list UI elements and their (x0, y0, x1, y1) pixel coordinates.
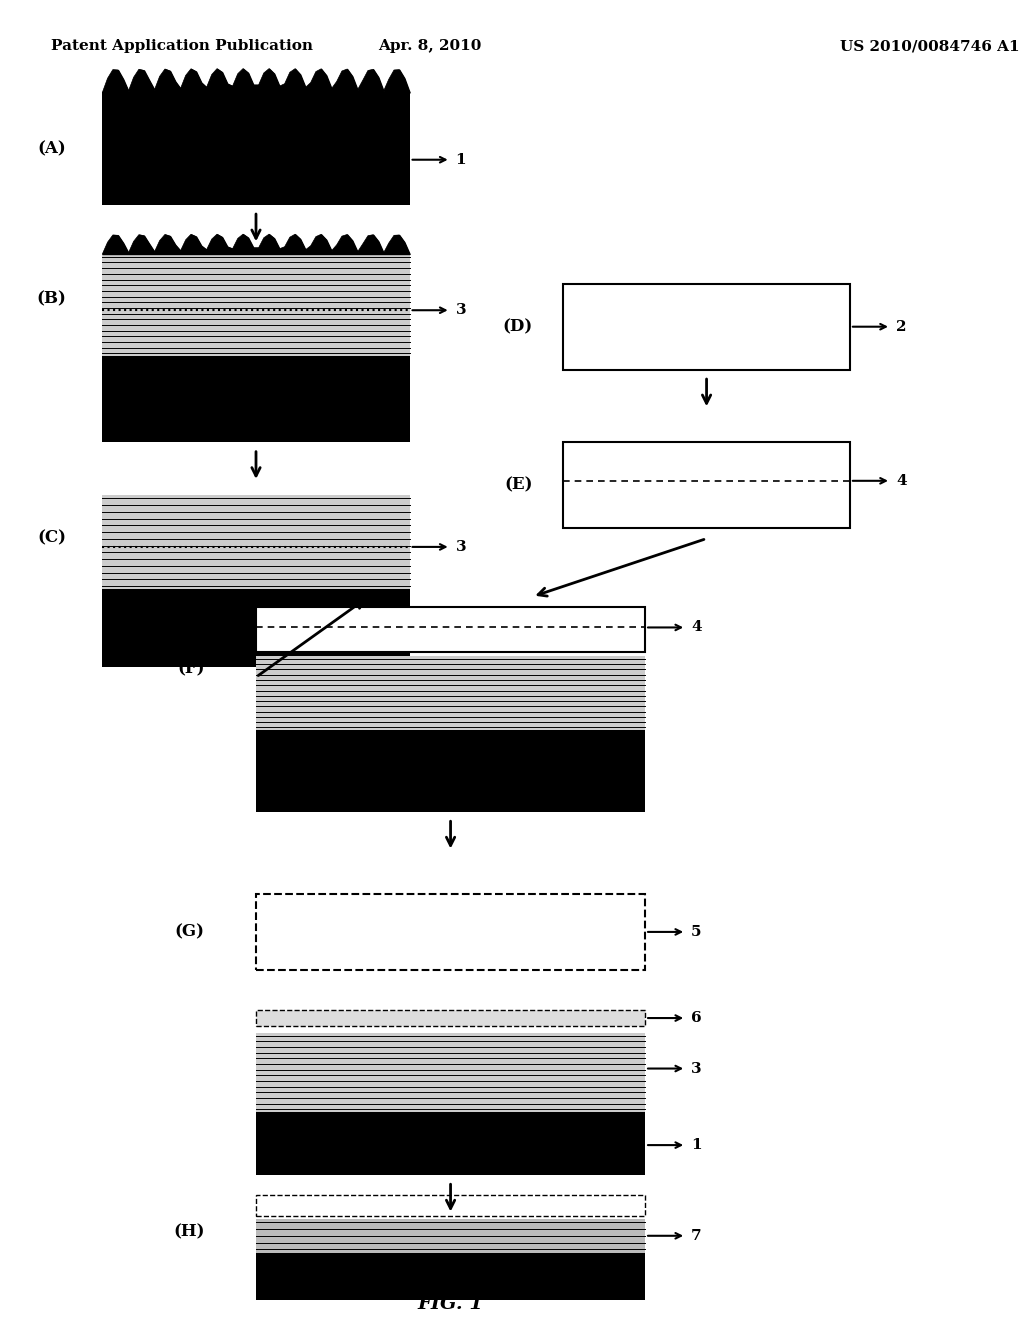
Text: 5: 5 (691, 925, 701, 939)
Bar (256, 1111, 645, 1175)
Text: 7: 7 (691, 1229, 701, 1243)
Bar (102, 92, 410, 205)
Bar (256, 1010, 645, 1027)
Text: 4: 4 (691, 620, 701, 635)
Bar (256, 1195, 645, 1216)
Text: Patent Application Publication: Patent Application Publication (51, 40, 313, 53)
Bar (256, 730, 645, 812)
Bar (102, 589, 410, 667)
Bar (563, 284, 850, 370)
Text: (H): (H) (173, 1224, 205, 1239)
Text: 3: 3 (456, 540, 466, 554)
Text: 3: 3 (456, 304, 466, 317)
Text: 4: 4 (896, 474, 906, 488)
Text: Apr. 8, 2010: Apr. 8, 2010 (379, 40, 481, 53)
Text: (D): (D) (502, 318, 532, 335)
Bar (102, 253, 410, 356)
Text: (A): (A) (38, 140, 67, 157)
Text: 6: 6 (691, 1011, 701, 1026)
Text: 2: 2 (896, 319, 906, 334)
Text: (E): (E) (504, 477, 532, 494)
Bar (256, 656, 645, 730)
Text: US 2010/0084746 A1: US 2010/0084746 A1 (840, 40, 1019, 53)
Text: (G): (G) (175, 924, 205, 940)
Text: FIG. 1: FIG. 1 (418, 1295, 483, 1313)
Bar (256, 1032, 645, 1111)
Text: 1: 1 (691, 1138, 701, 1152)
Text: 3: 3 (691, 1061, 701, 1076)
Bar (256, 1218, 645, 1253)
Text: (F): (F) (177, 660, 205, 677)
Bar (102, 356, 410, 442)
Bar (256, 894, 645, 970)
Bar (256, 1253, 645, 1300)
Bar (563, 442, 850, 528)
Bar (256, 607, 645, 652)
Bar (102, 495, 410, 589)
Text: (C): (C) (38, 529, 67, 546)
Text: (B): (B) (37, 290, 67, 308)
Text: 1: 1 (456, 153, 466, 166)
